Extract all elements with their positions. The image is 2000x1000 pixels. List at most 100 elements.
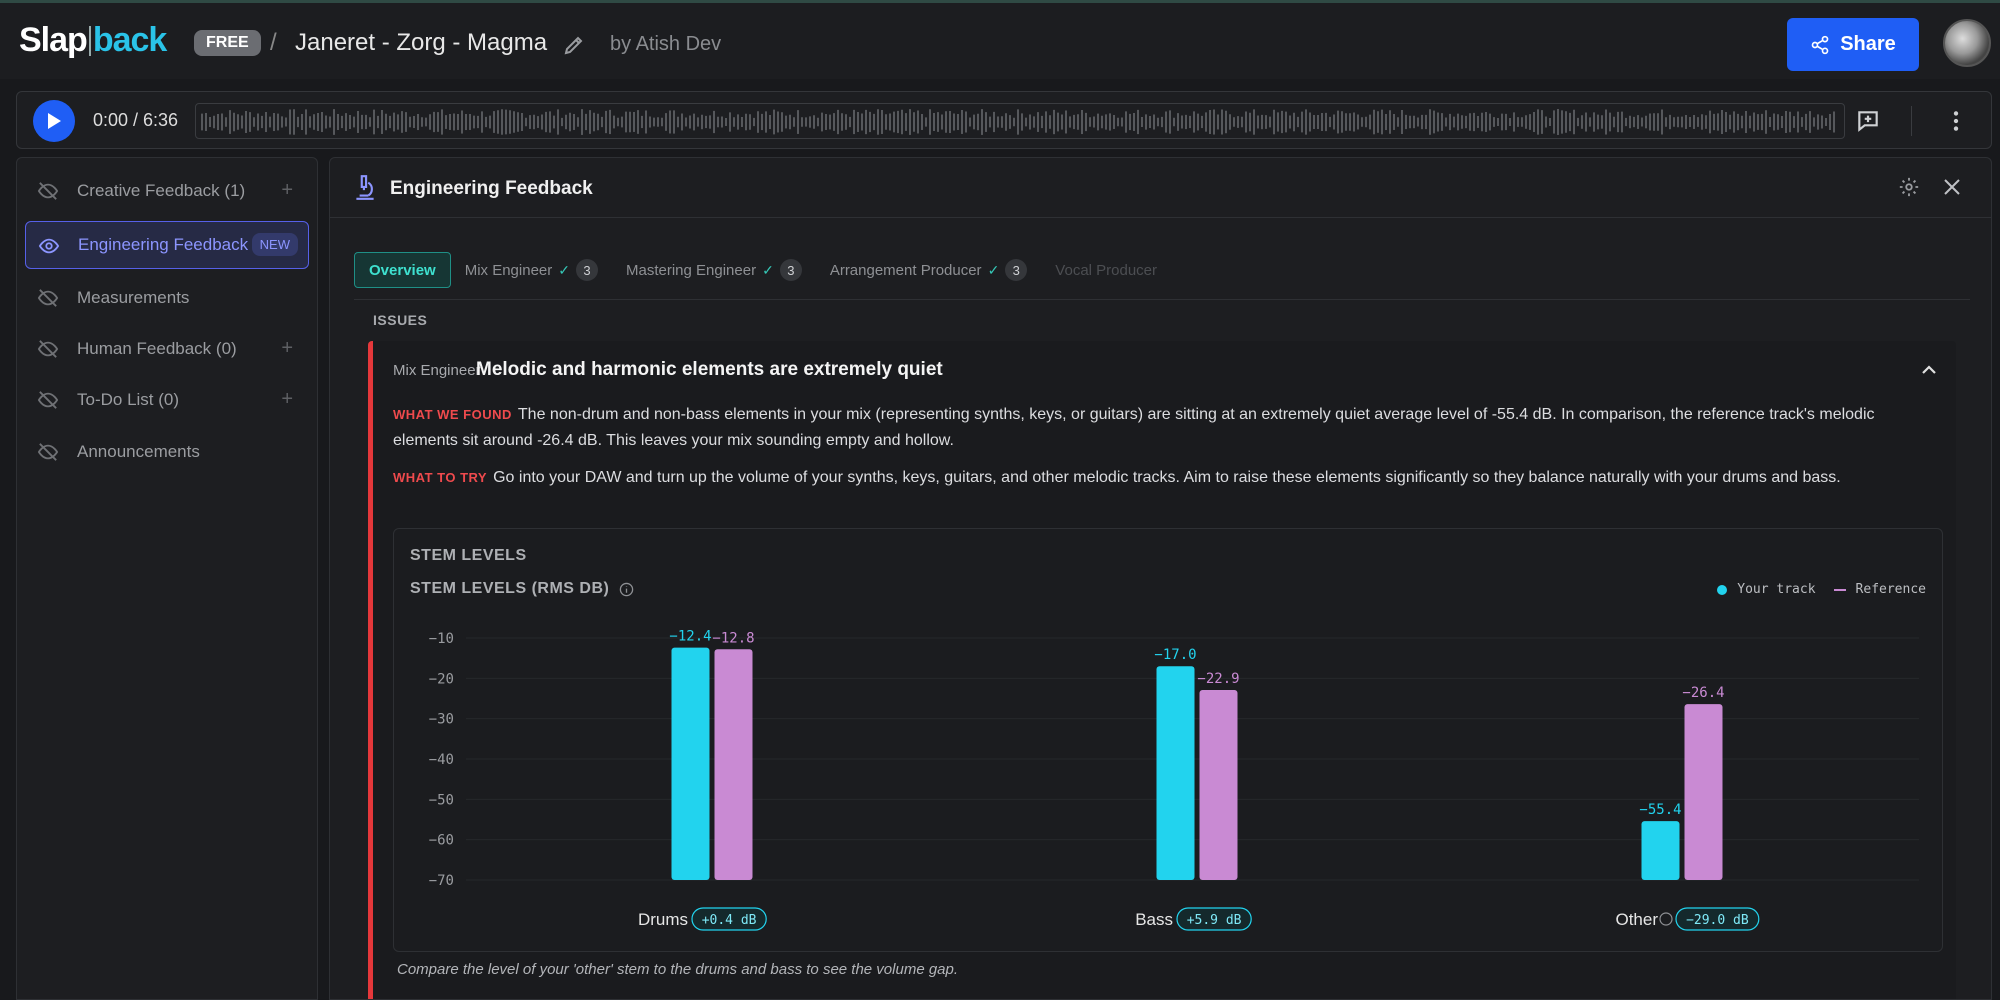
sidebar-item-human-feedback[interactable]: Human Feedback (0) + — [25, 325, 309, 373]
microscope-icon — [356, 175, 374, 200]
x-category-label: Drums — [638, 910, 688, 929]
divider — [1911, 106, 1912, 136]
tab-mix-engineer[interactable]: Mix Engineer ✓ 3 — [451, 252, 612, 288]
legend-reference: Reference — [1855, 582, 1926, 597]
legend-swatch-your-track — [1717, 584, 1728, 595]
issue-title: Melodic and harmonic elements are extrem… — [476, 359, 943, 380]
user-avatar[interactable] — [1943, 19, 1991, 67]
data-label: −12.4 — [669, 629, 711, 645]
check-icon: ✓ — [762, 261, 774, 278]
issue-source: Mix Engineer — [393, 362, 481, 379]
check-icon: ✓ — [987, 261, 1000, 278]
panel-title: Engineering Feedback — [390, 178, 593, 199]
gear-icon[interactable] — [1898, 176, 1920, 198]
data-label: −26.4 — [1682, 685, 1724, 701]
panel-header: Engineering Feedback — [330, 158, 1991, 218]
bar-your-track — [671, 647, 710, 880]
count-badge: 3 — [1005, 259, 1028, 281]
add-comment-icon[interactable] — [1855, 108, 1881, 134]
chart-caption: Compare the level of your 'other' stem t… — [397, 961, 959, 978]
eye-off-icon — [37, 289, 59, 307]
what-we-found: WHAT WE FOUND The non-drum and non-bass e… — [393, 402, 1943, 454]
sidebar-item-measurements[interactable]: Measurements — [25, 274, 309, 322]
eye-off-icon — [37, 443, 59, 461]
found-text: The non-drum and non-bass elements in yo… — [393, 406, 1875, 449]
delta-badge — [691, 907, 767, 931]
tab-overview[interactable]: Overview — [354, 252, 451, 288]
add-icon[interactable]: + — [281, 179, 293, 201]
feedback-tabs: Overview Mix Engineer ✓ 3 Mastering Engi… — [354, 251, 1171, 289]
try-text: Go into your DAW and turn up the volume … — [493, 469, 1841, 486]
engineering-feedback-panel: Engineering Feedback Overview Mix Engine… — [329, 157, 1992, 1000]
feedback-sidebar: Creative Feedback (1) + Engineering Feed… — [16, 157, 318, 1000]
audio-player: 0:00 / 6:36 — [16, 91, 1992, 149]
new-badge: NEW — [251, 233, 298, 256]
check-icon: ✓ — [558, 261, 570, 278]
delta-label: +5.9 dB — [1187, 913, 1242, 928]
data-label: −17.0 — [1154, 647, 1196, 663]
delta-badge — [1675, 907, 1760, 931]
stem-levels-chart: STEM LEVELS STEM LEVELS (RMS DB) Your tr… — [393, 528, 1943, 952]
divider — [354, 299, 1970, 300]
bar-your-track — [1156, 666, 1195, 880]
tab-vocal-producer: Vocal Producer — [1055, 261, 1158, 279]
add-icon[interactable]: + — [281, 388, 293, 410]
share-icon — [1811, 35, 1829, 54]
sidebar-item-label: Engineering Feedback — [78, 235, 249, 254]
issue-card: Mix Engineer Melodic and harmonic elemen… — [368, 341, 1956, 999]
sidebar-item-label: Announcements — [77, 442, 200, 461]
eye-off-icon — [37, 340, 59, 358]
bar-your-track — [1641, 821, 1680, 880]
data-label: −55.4 — [1639, 802, 1681, 818]
sidebar-item-creative-feedback[interactable]: Creative Feedback (1) + — [25, 167, 309, 215]
info-icon[interactable] — [619, 582, 634, 597]
add-icon[interactable]: + — [281, 337, 293, 359]
delta-label: −29.0 dB — [1686, 913, 1749, 928]
legend-your-track: Your track — [1737, 582, 1816, 597]
what-to-try: WHAT TO TRY Go into your DAW and turn up … — [393, 465, 1943, 491]
bar-reference — [1684, 704, 1723, 880]
slapback-logo[interactable]: Slap back — [19, 21, 167, 59]
y-tick-label: −50 — [429, 792, 454, 808]
pencil-icon[interactable] — [562, 33, 586, 57]
y-tick-label: −20 — [429, 671, 454, 687]
delta-label: +0.4 dB — [702, 913, 757, 928]
count-badge: 3 — [576, 259, 598, 281]
app-header: Slap back FREE / Janeret - Zorg - Magma … — [0, 3, 2000, 79]
playback-time: 0:00 / 6:36 — [93, 110, 179, 130]
close-icon[interactable] — [1942, 177, 1962, 197]
sidebar-item-label: Measurements — [77, 288, 190, 307]
tab-mastering-engineer[interactable]: Mastering Engineer ✓ 3 — [612, 252, 816, 288]
more-options-icon[interactable] — [1943, 108, 1969, 134]
play-button[interactable] — [33, 100, 75, 142]
artist-byline: by Atish Dev — [610, 33, 722, 55]
delta-badge — [1176, 907, 1252, 931]
sidebar-item-label: Creative Feedback (1) — [77, 181, 246, 200]
info-icon — [1659, 912, 1673, 926]
y-tick-label: −40 — [429, 752, 454, 768]
chart-title: STEM LEVELS (RMS DB) — [410, 580, 634, 598]
eye-off-icon — [37, 391, 59, 409]
chevron-up-icon[interactable] — [1919, 360, 1939, 380]
eye-off-icon — [37, 182, 59, 200]
chart-legend: Your track Reference — [1717, 582, 1926, 597]
sidebar-item-engineering-feedback[interactable]: Engineering Feedback NEW — [25, 221, 309, 269]
y-tick-label: −60 — [429, 833, 454, 849]
tab-arrangement-producer[interactable]: Arrangement Producer ✓ 3 — [816, 252, 1041, 288]
sidebar-item-announcements[interactable]: Announcements — [25, 428, 309, 476]
y-tick-label: −30 — [429, 712, 454, 728]
y-tick-label: −10 — [429, 631, 454, 647]
sidebar-item-label: To-Do List (0) — [77, 390, 180, 409]
plan-badge: FREE — [194, 30, 261, 56]
legend-swatch-reference — [1833, 588, 1846, 591]
waveform-scrubber[interactable] — [195, 103, 1845, 139]
try-tag: WHAT TO TRY — [393, 470, 488, 485]
sidebar-item-todo-list[interactable]: To-Do List (0) + — [25, 376, 309, 424]
eye-icon — [38, 238, 60, 254]
breadcrumb-separator: / — [270, 29, 277, 56]
bar-reference — [714, 649, 753, 880]
y-tick-label: −70 — [429, 873, 454, 889]
data-label: −22.9 — [1197, 671, 1239, 687]
share-button[interactable]: Share — [1787, 18, 1919, 71]
song-title: Janeret - Zorg - Magma — [295, 29, 548, 56]
